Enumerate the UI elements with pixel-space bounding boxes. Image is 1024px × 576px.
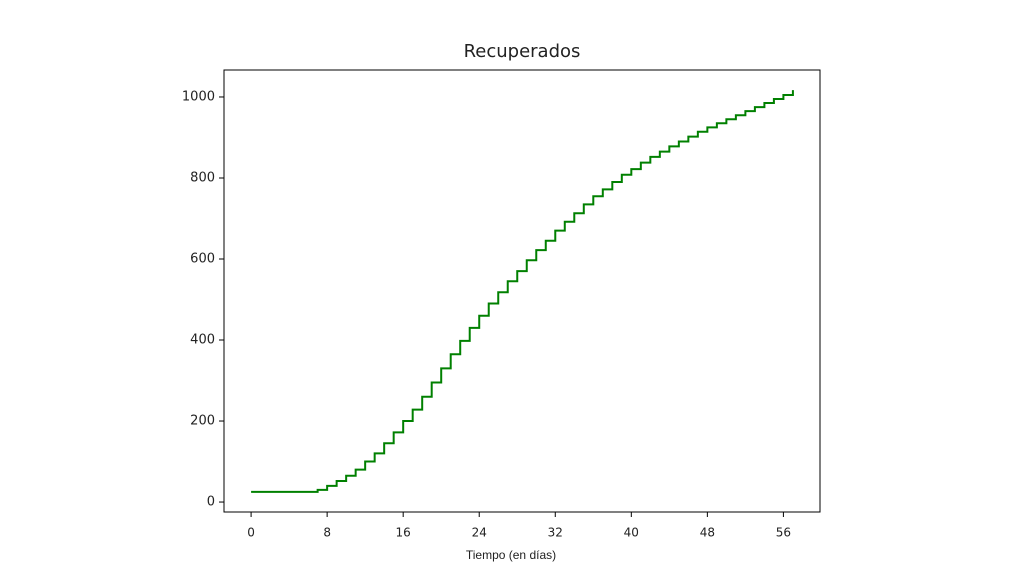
chart-title: Recuperados: [464, 41, 581, 62]
x-tick-label: 24: [472, 526, 487, 540]
x-tick-label: 8: [323, 526, 331, 540]
y-tick-label: 0: [207, 495, 215, 510]
x-axis-label: Tiempo (en días): [466, 548, 556, 562]
y-tick-label: 800: [190, 170, 215, 185]
y-tick-label: 200: [190, 414, 215, 429]
x-tick-label: 0: [247, 526, 255, 540]
line-series: [251, 90, 794, 493]
x-tick-label: 40: [624, 526, 639, 540]
y-tick-label: 600: [190, 252, 215, 267]
x-tick-label: 48: [700, 526, 715, 540]
x-tick-label: 16: [396, 526, 411, 540]
plot-frame: [223, 69, 821, 513]
x-tick-label: 56: [776, 526, 791, 540]
x-tick-label: 32: [548, 526, 563, 540]
y-tick-label: 400: [190, 333, 215, 348]
y-tick-label: 1000: [182, 89, 215, 104]
